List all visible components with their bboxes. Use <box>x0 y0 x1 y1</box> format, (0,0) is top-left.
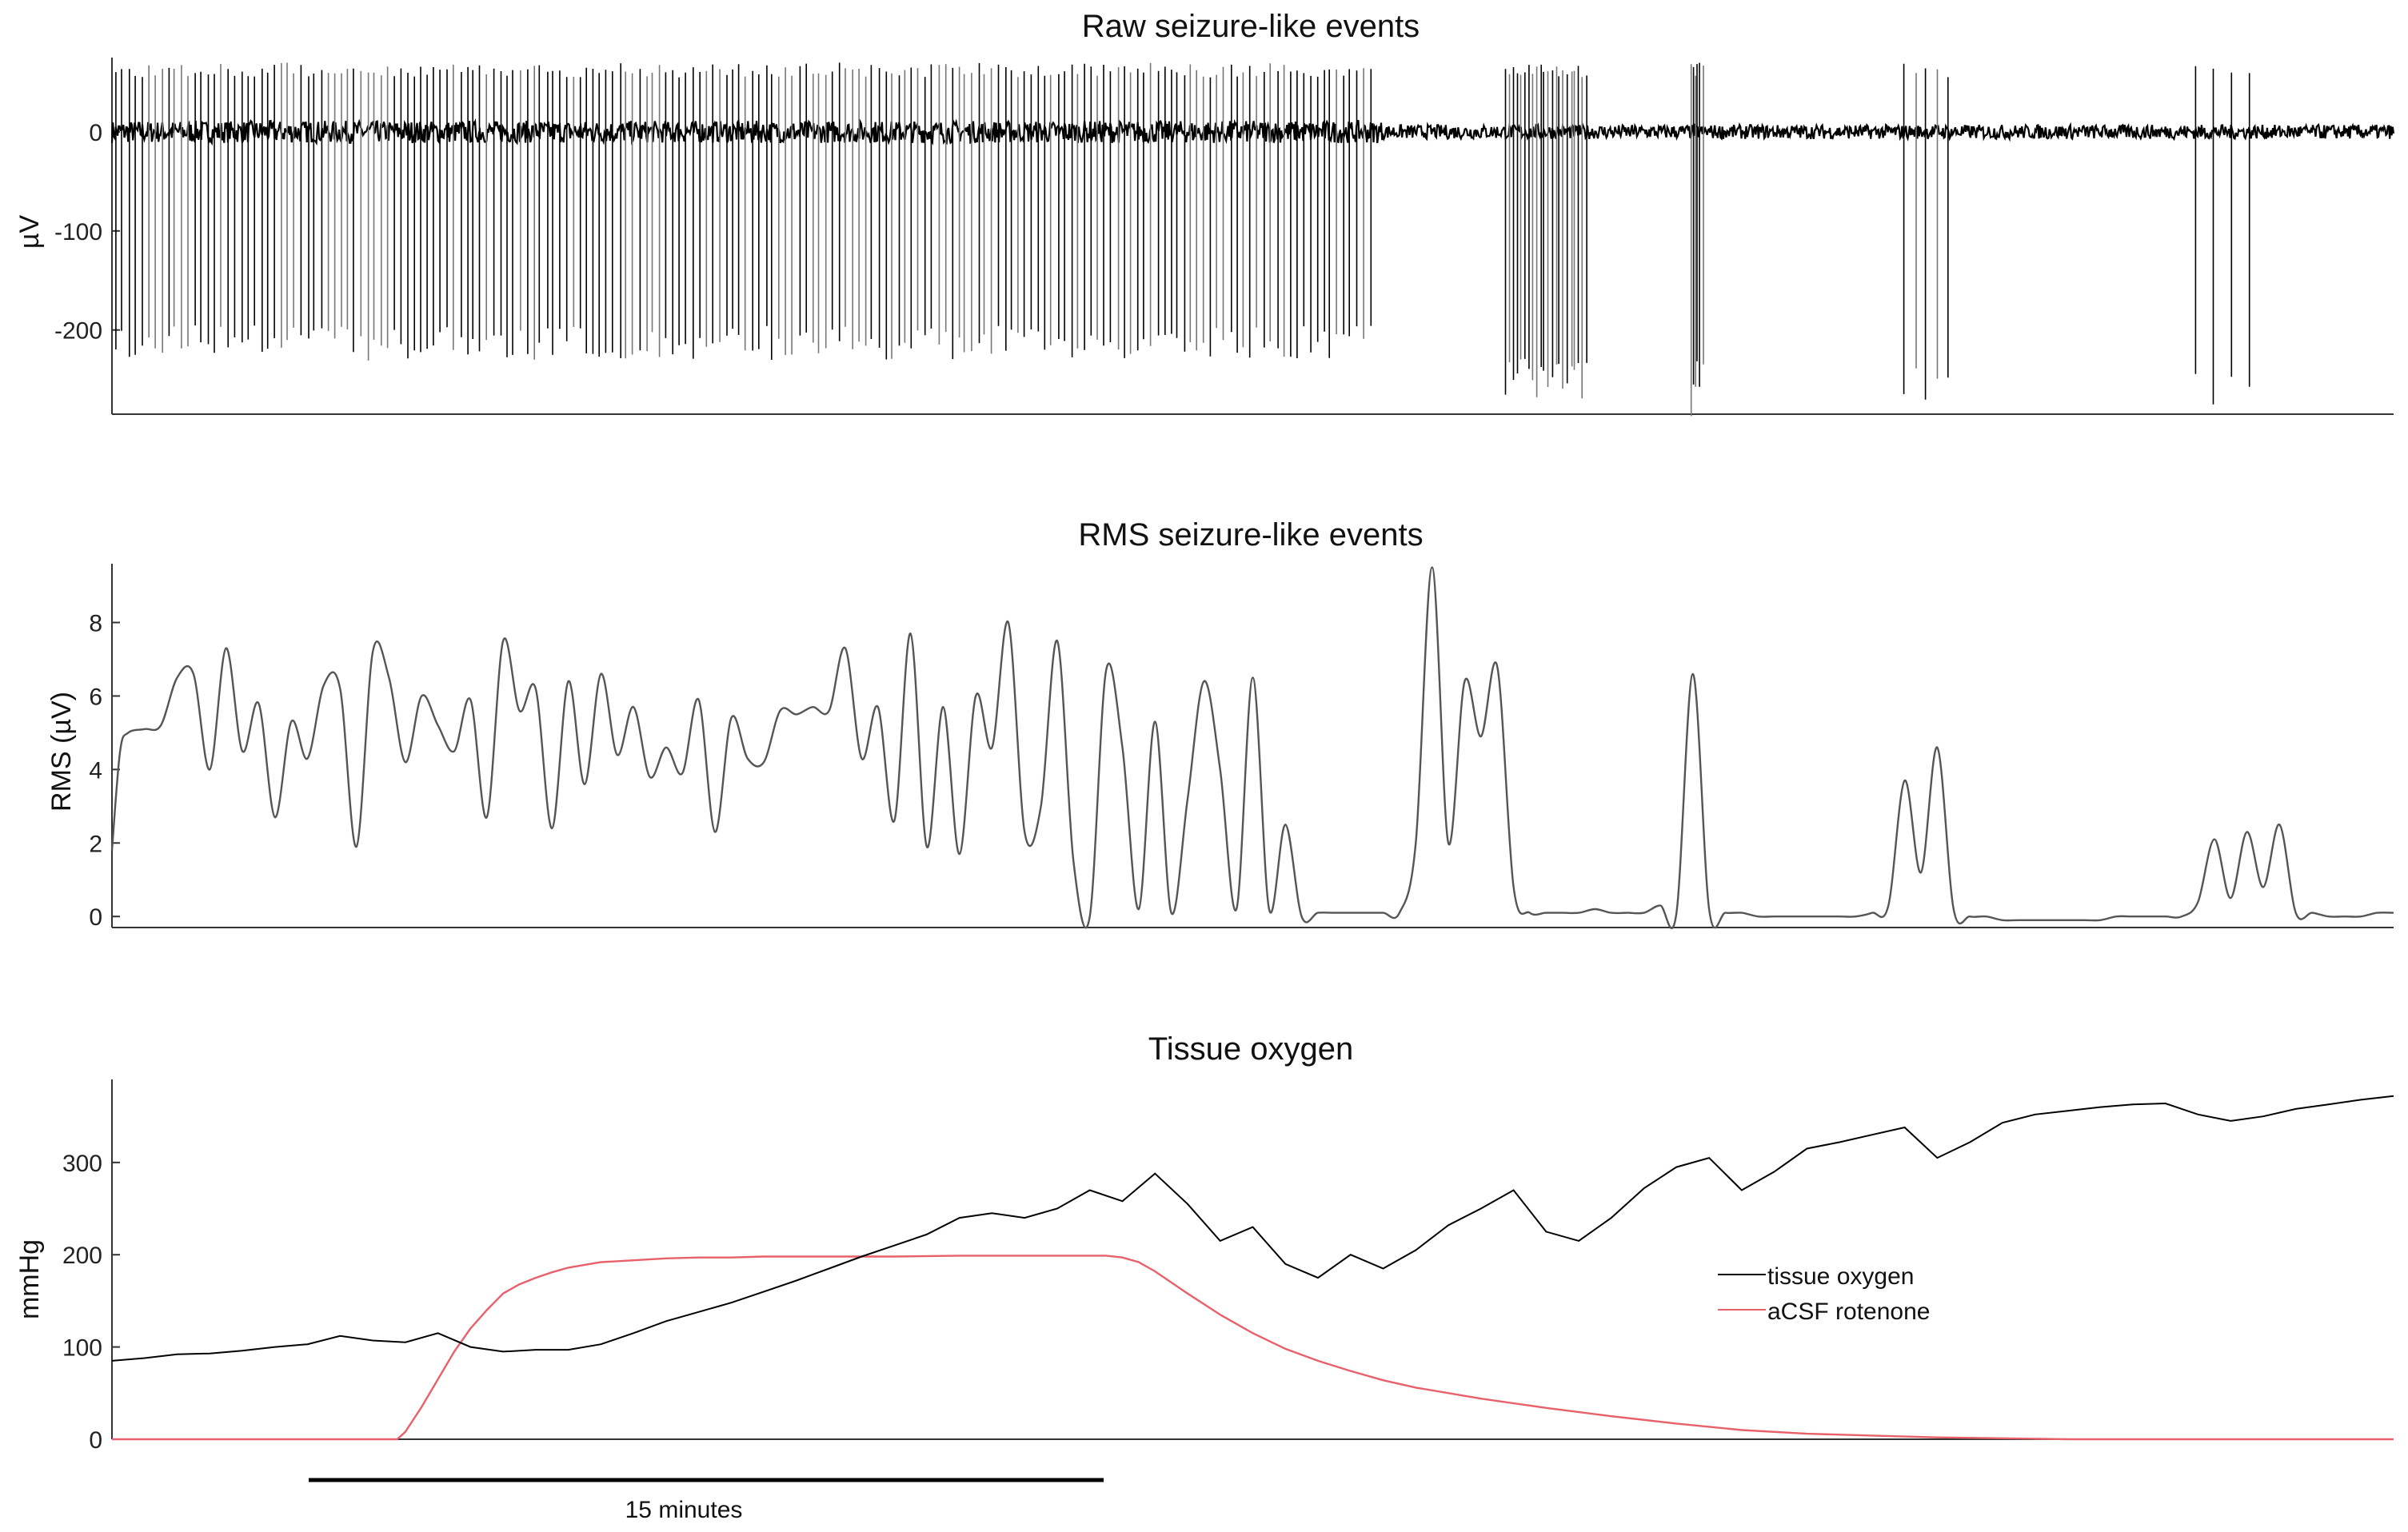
raw-ytick-label: -200 <box>54 318 102 345</box>
rms-ytick-label: 4 <box>89 757 102 784</box>
rms-panel: RMS seizure-like events RMS (µV) 0 2 4 6 8 <box>46 517 2394 931</box>
acsf-rotenone-line <box>112 1255 2394 1441</box>
rms-chart-title: RMS seizure-like events <box>1078 517 1423 553</box>
oxygen-legend: tissue oxygen aCSF rotenone <box>1718 1263 1930 1325</box>
oxygen-ytick-label: 100 <box>62 1335 102 1362</box>
oxygen-y-axis-label: mmHg <box>14 1239 45 1319</box>
legend-label-acsf-rotenone: aCSF rotenone <box>1767 1299 1930 1325</box>
raw-chart-title: Raw seizure-like events <box>1082 9 1420 44</box>
raw-axes: 0 -100 -200 <box>54 58 2394 415</box>
rms-ytick-label: 6 <box>89 684 102 710</box>
legend-label-tissue-oxygen: tissue oxygen <box>1767 1263 1914 1290</box>
oxygen-ytick-label: 200 <box>62 1243 102 1269</box>
rms-trace <box>110 566 2394 930</box>
oxygen-panel: Tissue oxygen mmHg 0 100 200 300 tissue oxy… <box>14 1031 2394 1523</box>
oxygen-chart-title: Tissue oxygen <box>1148 1031 1353 1067</box>
rms-y-axis-label: RMS (µV) <box>46 692 77 812</box>
scale-bar-label: 15 minutes <box>625 1497 743 1523</box>
oxygen-axes: 0 100 200 300 <box>62 1079 2394 1454</box>
rms-ytick-label: 2 <box>89 831 102 857</box>
raw-y-axis-label: µV <box>14 215 45 249</box>
tissue-oxygen-line <box>111 1095 2394 1362</box>
oxygen-traces <box>111 1095 2394 1441</box>
oxygen-ytick-label: 0 <box>89 1427 102 1454</box>
raw-panel: Raw seizure-like events µV 0 -100 -200 <box>14 9 2395 417</box>
raw-ytick-label: 0 <box>89 120 102 146</box>
raw-baseline <box>110 118 2395 146</box>
oxygen-ytick-label: 300 <box>62 1151 102 1177</box>
raw-trace <box>110 62 2395 417</box>
rms-ytick-label: 0 <box>89 904 102 931</box>
raw-ytick-label: -100 <box>54 219 102 245</box>
time-scale-bar: 15 minutes <box>309 1478 1104 1523</box>
rms-ytick-label: 8 <box>89 611 102 637</box>
rms-series-line <box>110 566 2394 930</box>
rms-axes: 0 2 4 6 8 <box>89 564 2394 931</box>
